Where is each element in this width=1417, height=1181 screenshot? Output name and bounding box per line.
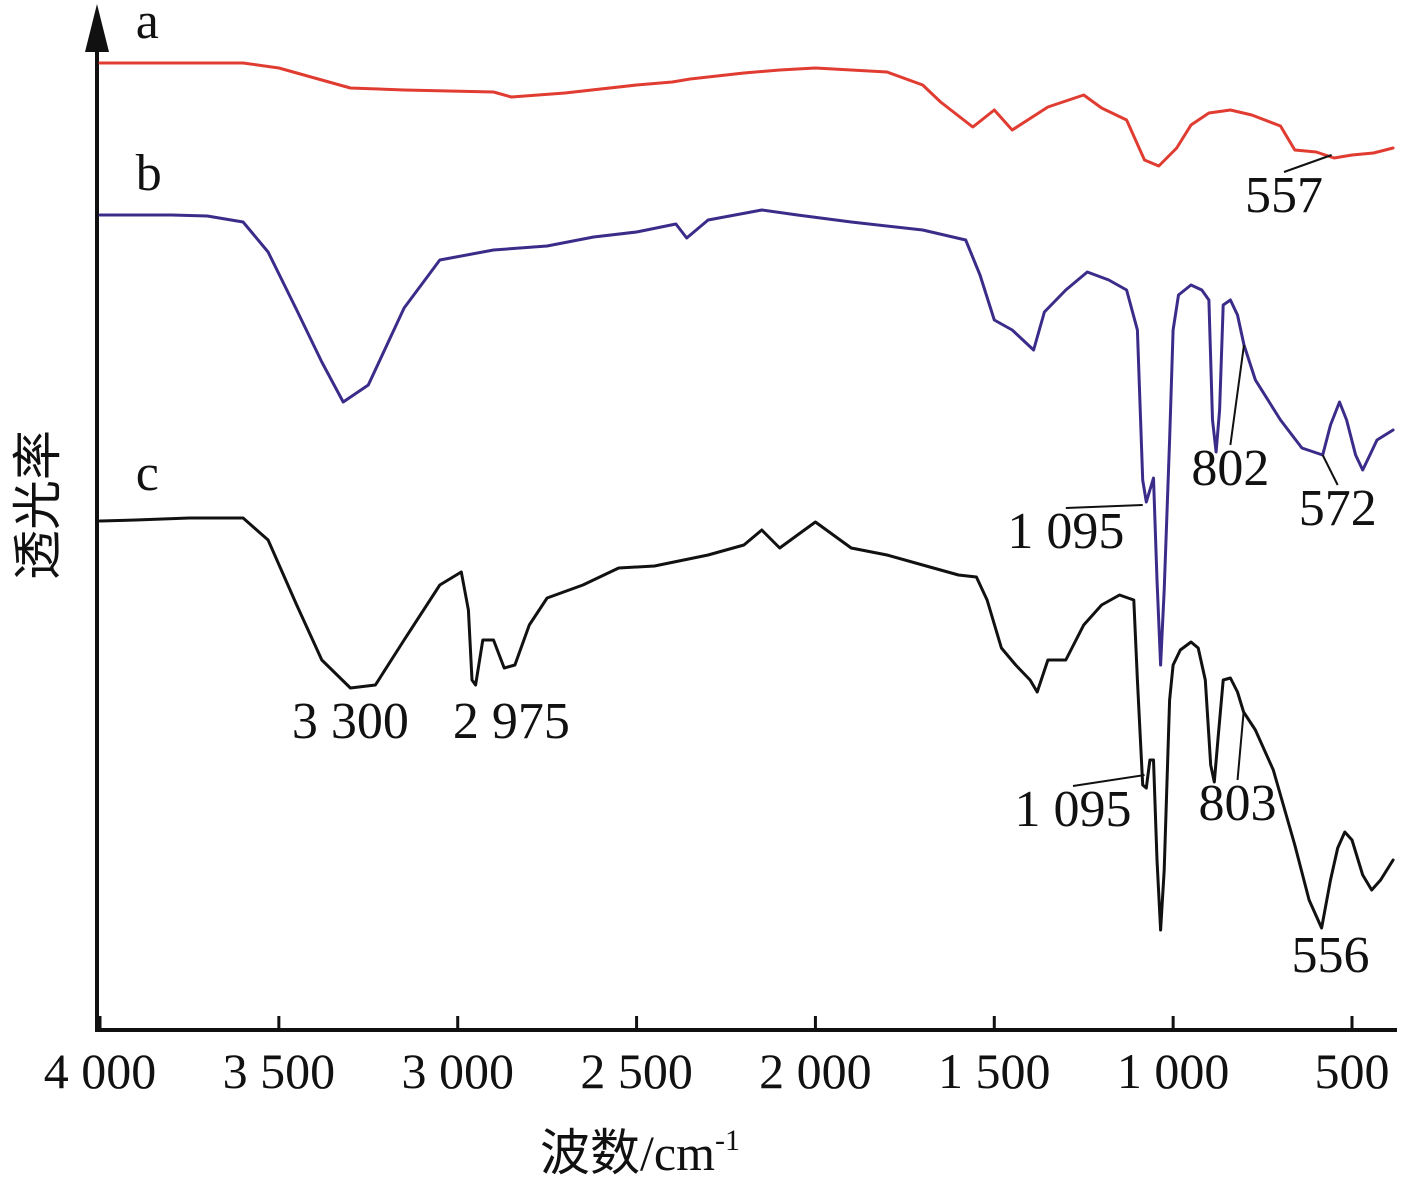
x-tick-label-1000: 1 000 [1117, 1043, 1230, 1099]
x-tick-label-2500: 2 500 [580, 1043, 693, 1099]
y-axis-title: 透光率 [10, 430, 66, 580]
peak-leader-7 [1236, 711, 1245, 781]
peak-label-7: 803 [1199, 775, 1277, 832]
y-axis-arrow [85, 4, 109, 52]
spectra [98, 61, 1395, 932]
x-tick-label-3500: 3 500 [223, 1043, 336, 1099]
peak-label-2: 572 [1299, 480, 1377, 537]
peak-label-1: 802 [1191, 440, 1269, 497]
x-axis-title: 波数/cm-1 [540, 1124, 740, 1181]
peak-leader-6 [1072, 774, 1145, 787]
peak-leader-1 [1229, 344, 1245, 446]
series-labels: a b c [136, 0, 162, 502]
axes [85, 4, 1397, 1032]
x-axis-title-superscript: -1 [715, 1124, 740, 1157]
x-tick-label-4000: 4 000 [44, 1043, 157, 1099]
peak-label-5: 2 975 [453, 693, 570, 750]
x-tick-label-2000: 2 000 [759, 1043, 872, 1099]
series-label-a: a [136, 0, 159, 50]
series-label-b: b [136, 145, 162, 202]
peak-leader-2 [1321, 454, 1339, 486]
series-label-c: c [136, 445, 159, 502]
series-a-line [98, 61, 1395, 168]
x-tick-label-500: 500 [1315, 1043, 1390, 1099]
peak-leader-3 [1065, 504, 1143, 509]
peak-label-6: 1 095 [1014, 781, 1131, 838]
peak-label-4: 3 300 [292, 693, 409, 750]
x-tick-label-1500: 1 500 [938, 1043, 1051, 1099]
series-b-line [98, 208, 1395, 667]
series-c-line [98, 516, 1395, 932]
peak-label-0: 557 [1245, 167, 1323, 224]
peak-label-8: 556 [1292, 927, 1370, 984]
peak-leader-0 [1283, 154, 1332, 173]
peak-label-3: 1 095 [1007, 503, 1124, 560]
x-tick-label-3000: 3 000 [401, 1043, 514, 1099]
x-axis-ticks: 4 000 3 500 3 000 2 500 2 000 1 500 1 000 500 [44, 1016, 1390, 1099]
peak-annotations: 557 802 572 1 095 3 300 2 975 1 095 803 556 [292, 154, 1377, 984]
